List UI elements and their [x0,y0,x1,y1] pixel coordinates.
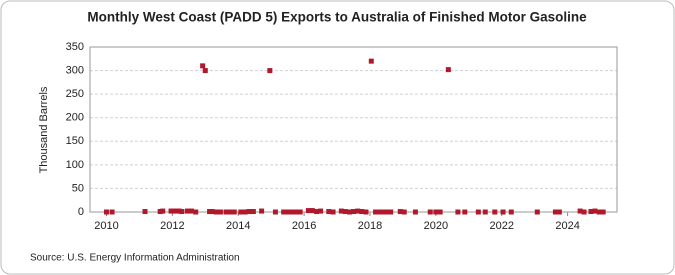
x-tick-label: 2022 [489,220,513,232]
data-point [223,209,229,215]
grid-layer: 0 50 100 150 200 250 300 350 2010 2012 2014 2016 201… [66,41,617,232]
data-point [588,209,594,215]
data-point [217,209,223,215]
data-point [209,209,215,215]
data-point [342,209,348,215]
y-tick-label: 150 [66,135,84,147]
data-point [373,209,379,215]
data-point [359,209,365,215]
data-point [600,209,606,215]
data-point [383,209,389,215]
data-point [338,208,344,214]
data-point [437,209,443,215]
data-point [475,209,481,215]
data-point [592,208,598,214]
data-point [355,208,361,214]
data-point [556,209,562,215]
data-point [142,209,148,215]
data-point [285,209,291,215]
data-point [318,208,324,214]
data-point [176,208,182,214]
data-point [272,209,278,215]
x-tick-label: 2024 [555,220,579,232]
x-tick-label: 2020 [424,220,448,232]
data-point [157,209,163,215]
data-point [433,209,439,215]
data-point [596,209,602,215]
data-point [347,209,353,215]
data-point [103,209,109,215]
data-point [174,208,180,214]
data-point [482,209,488,215]
data-point [267,68,273,74]
data-point [305,208,311,214]
x-tick-label: 2014 [226,220,250,232]
data-point [309,208,315,214]
x-tick-label: 2016 [292,220,316,232]
chart-title: Monthly West Coast (PADD 5) Exports to A… [87,10,587,25]
y-tick-label: 100 [66,159,84,171]
data-point [581,209,587,215]
data-point [534,209,540,215]
data-point [401,209,407,215]
data-point [455,209,461,215]
data-point [281,209,287,215]
data-point [445,67,451,73]
data-point [492,209,498,215]
data-point [242,209,248,215]
data-point [171,208,177,214]
data-point [231,209,237,215]
data-point [500,209,506,215]
data-point [412,209,418,215]
data-point [377,209,383,215]
data-point [213,209,219,215]
data-point [397,209,403,215]
data-point [314,209,320,215]
x-tick-label: 2018 [358,220,382,232]
data-point [109,209,115,215]
data-point [379,209,385,215]
marks-layer [103,58,606,215]
data-point [577,208,583,214]
y-tick-label: 50 [72,182,84,194]
data-point [250,209,256,215]
data-point [388,209,394,215]
data-point [289,209,295,215]
data-point [184,208,190,214]
data-point [427,209,433,215]
data-point [168,208,174,214]
data-point [326,209,332,215]
data-point [193,209,199,215]
source-note: Source: U.S. Energy Information Administ… [30,253,240,264]
data-point [508,209,514,215]
data-point [227,209,233,215]
data-point [363,209,369,215]
data-point [462,209,468,215]
y-tick-label: 350 [66,41,84,53]
y-axis-label: Thousand Barrels [38,86,50,173]
data-point [368,58,374,64]
y-tick-label: 200 [66,112,84,124]
y-tick-label: 0 [78,206,84,218]
y-tick-label: 300 [66,64,84,76]
y-tick-label: 250 [66,88,84,100]
data-point [246,209,252,215]
data-point [188,208,194,214]
data-point [200,63,206,69]
data-point [351,209,356,215]
data-point [259,208,265,214]
data-point [202,68,208,74]
data-point [238,209,244,215]
x-tick-label: 2012 [160,220,184,232]
x-tick-label: 2010 [94,220,118,232]
data-point [179,209,185,215]
data-point [207,209,213,215]
data-point [330,209,336,215]
data-point [297,209,303,215]
data-point [160,208,166,214]
data-point [293,209,299,215]
data-point [552,209,558,215]
